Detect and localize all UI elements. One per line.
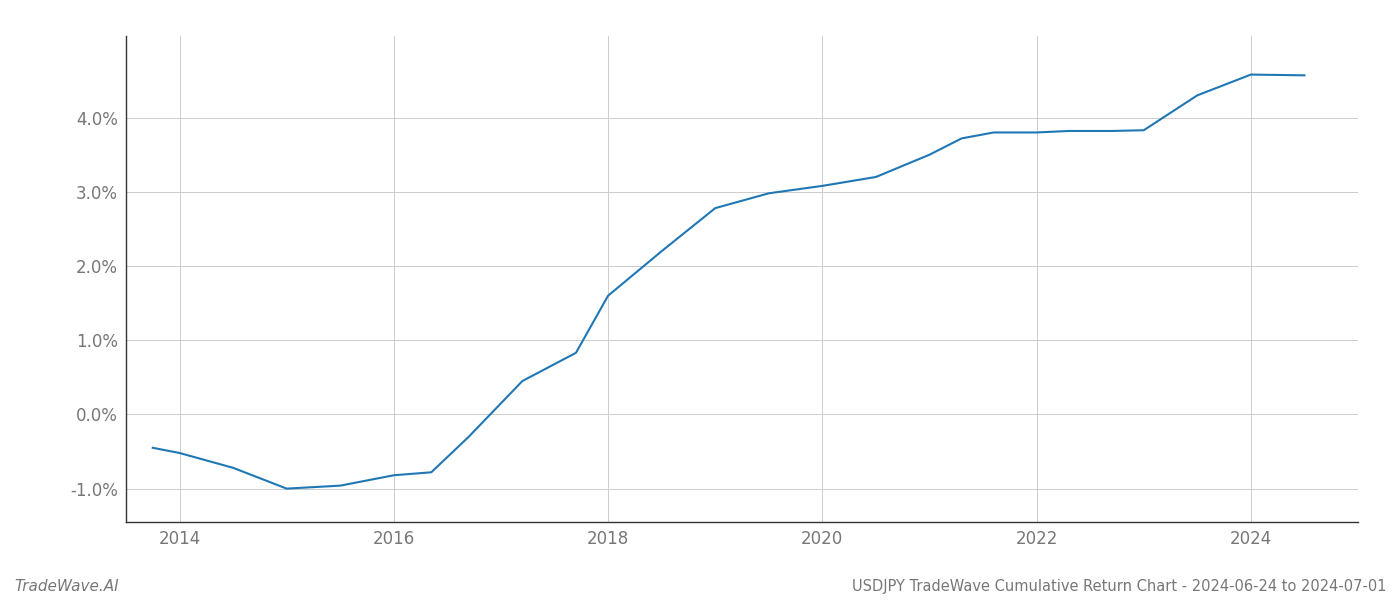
- Text: TradeWave.AI: TradeWave.AI: [14, 579, 119, 594]
- Text: USDJPY TradeWave Cumulative Return Chart - 2024-06-24 to 2024-07-01: USDJPY TradeWave Cumulative Return Chart…: [851, 579, 1386, 594]
